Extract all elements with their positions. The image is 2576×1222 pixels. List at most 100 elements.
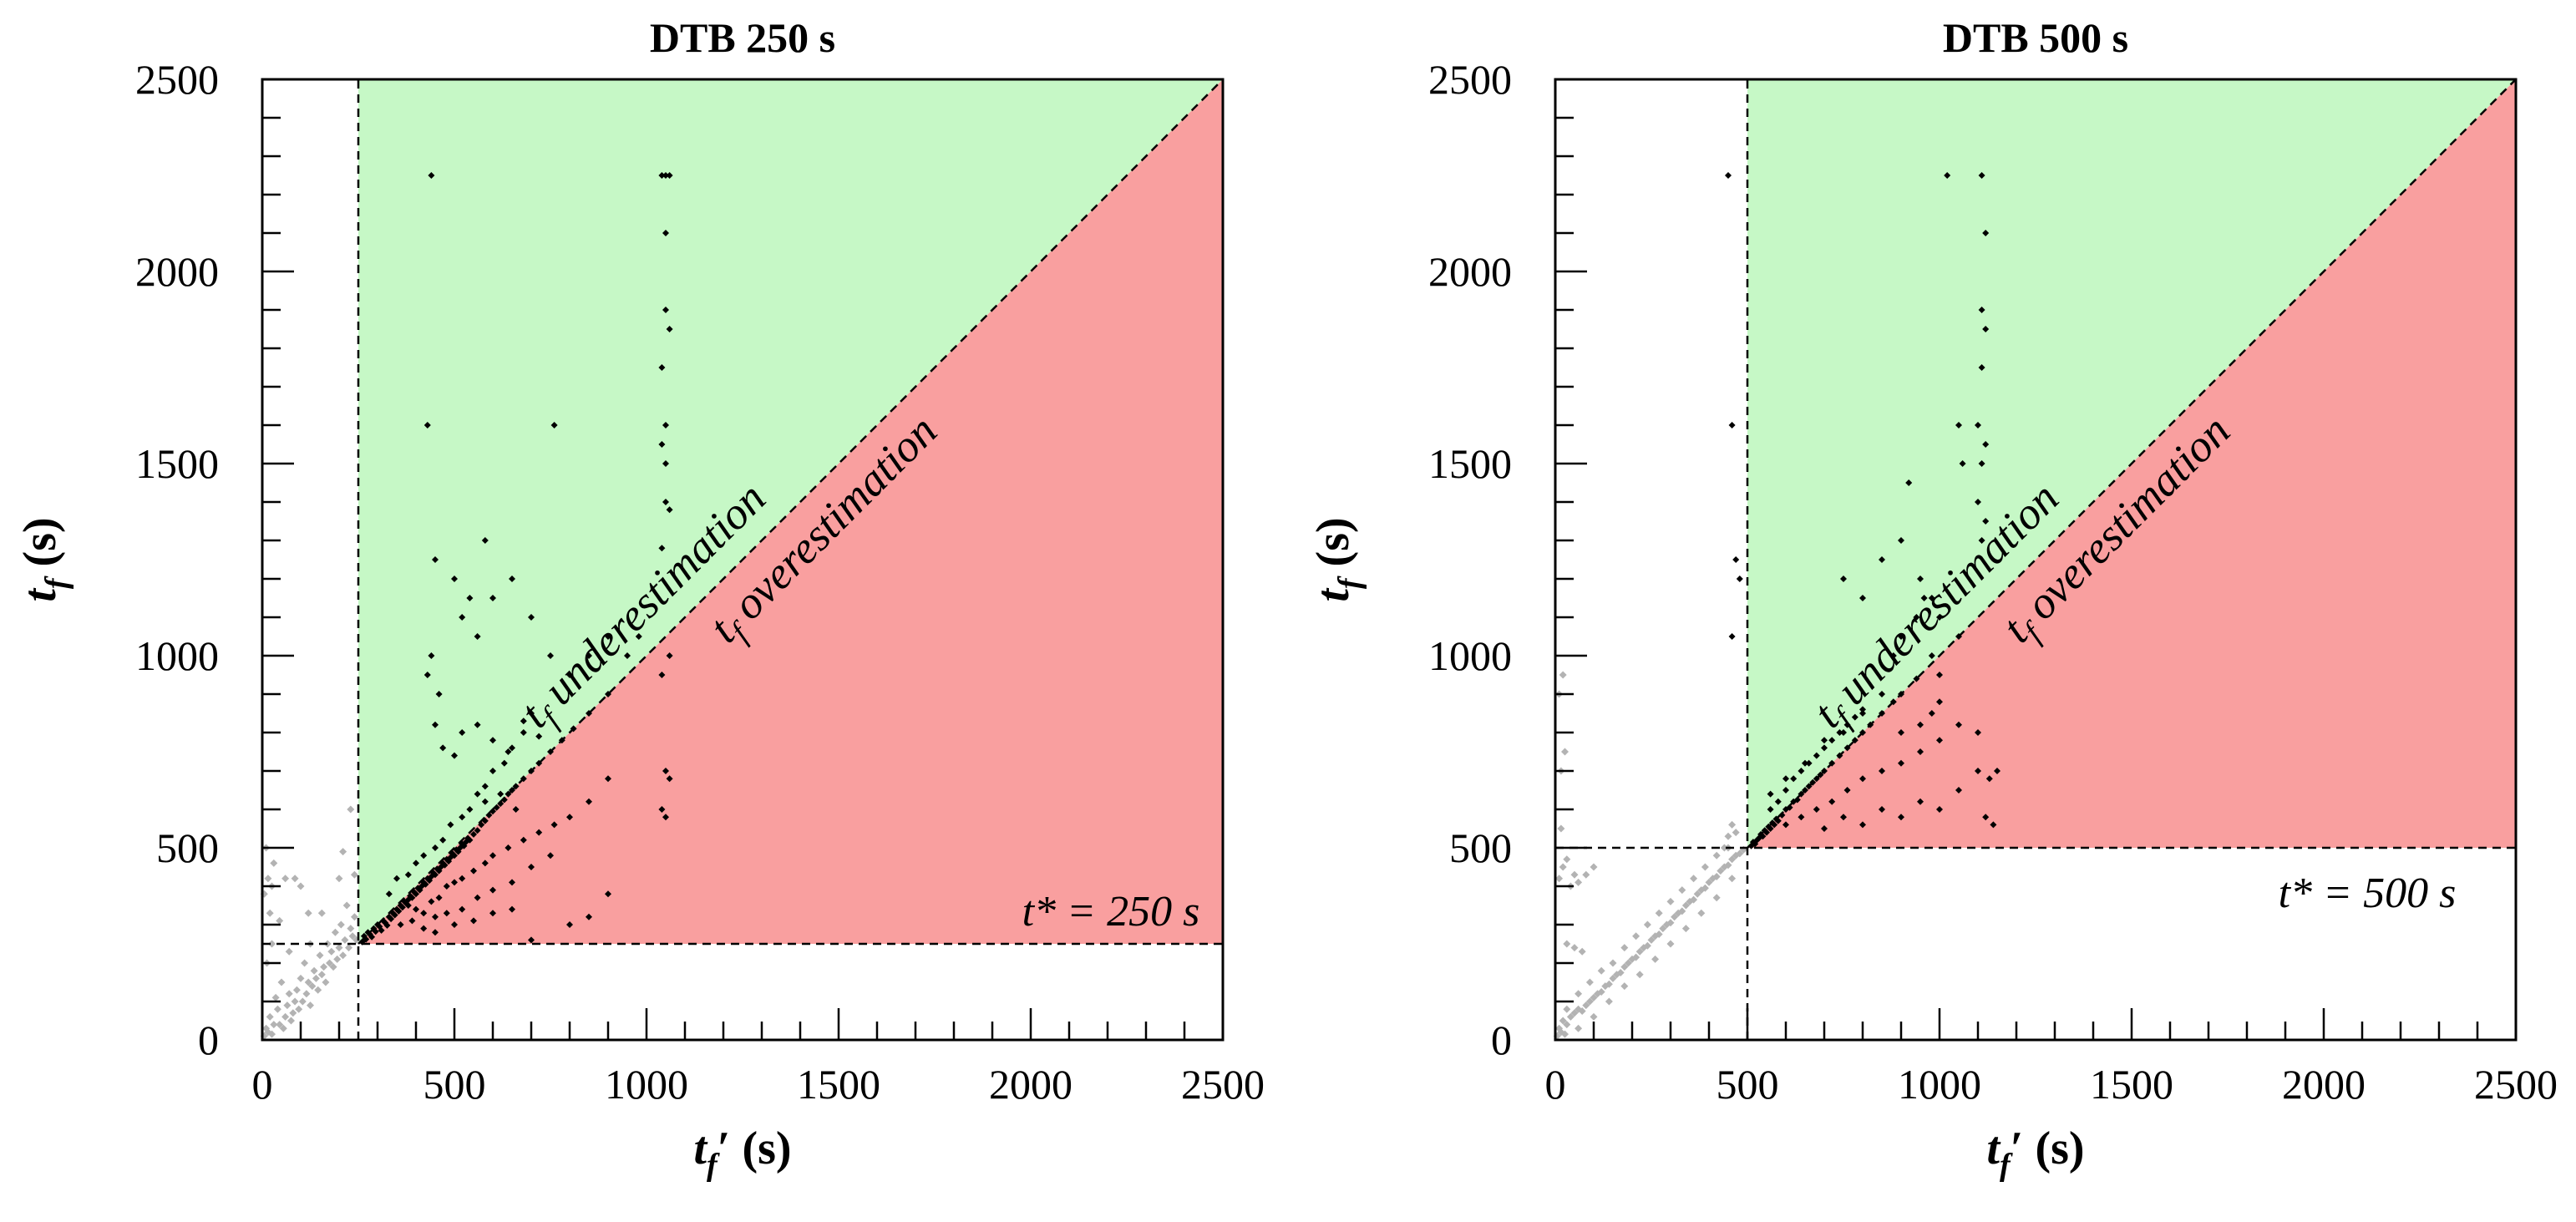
data-point [432, 721, 439, 728]
data-point [363, 936, 370, 943]
data-point [1917, 576, 1924, 582]
data-point [404, 871, 412, 879]
data-point [1975, 729, 1981, 736]
data-point [281, 875, 290, 883]
data-point [605, 775, 611, 783]
data-point [586, 798, 592, 805]
data-point [301, 959, 309, 967]
data-point [1693, 890, 1701, 898]
data-point [459, 875, 466, 882]
data-point [432, 871, 439, 879]
data-point [605, 890, 611, 898]
data-point [520, 717, 527, 725]
data-point [439, 744, 447, 752]
data-point [1559, 1017, 1567, 1025]
data-point [1889, 652, 1897, 659]
data-point [512, 806, 520, 813]
data-point [1840, 729, 1847, 736]
data-point [1566, 1012, 1575, 1021]
data-point [1955, 422, 1962, 428]
data-point [1917, 721, 1924, 728]
data-point [520, 836, 527, 844]
data-point [1782, 787, 1789, 794]
data-point [1712, 894, 1721, 902]
identity-line [1747, 79, 2517, 849]
data-point [1724, 861, 1732, 870]
data-point [1805, 759, 1813, 767]
data-point [666, 775, 673, 783]
data-point [1716, 867, 1725, 875]
chart-title: DTB 250 s [650, 14, 835, 61]
data-point [481, 798, 489, 805]
data-point [1678, 907, 1686, 915]
data-point [1557, 824, 1565, 833]
data-point [493, 804, 500, 811]
data-point [1563, 1005, 1571, 1013]
data-point [1578, 947, 1586, 956]
x-tick-label: 0 [1545, 1061, 1566, 1108]
y-axis-label: tf(s) [1307, 517, 1367, 601]
data-point [489, 886, 496, 894]
data-point [1605, 980, 1613, 988]
data-point [528, 710, 535, 717]
data-point [459, 729, 466, 736]
data-point [1732, 556, 1740, 563]
data-point [307, 1001, 314, 1010]
data-point [451, 576, 458, 582]
data-point [291, 997, 299, 1006]
data-point [658, 545, 666, 552]
data-point [528, 864, 535, 870]
data-point [413, 905, 419, 913]
data-point [1728, 820, 1737, 829]
data-point [441, 861, 449, 869]
y-tick-label: 2500 [135, 56, 219, 103]
data-point [1701, 884, 1709, 892]
x-tick-label: 2000 [2282, 1061, 2366, 1108]
data-point [662, 768, 669, 774]
data-point [509, 576, 515, 582]
data-point [1705, 878, 1713, 886]
data-point [466, 836, 474, 844]
data-point [1590, 993, 1598, 1001]
data-point [320, 963, 328, 971]
threshold-label: t* = 500 s [2279, 870, 2457, 917]
data-point [1659, 925, 1667, 933]
data-point [1643, 941, 1651, 950]
data-point [1975, 768, 1981, 774]
data-point [1597, 966, 1605, 975]
data-point [447, 821, 454, 829]
data-point [1632, 953, 1640, 961]
data-point [658, 672, 666, 678]
data-point [1843, 787, 1851, 794]
data-point [662, 172, 669, 179]
data-point [281, 1012, 290, 1021]
y-tick-label: 2000 [135, 248, 219, 295]
data-point [312, 974, 320, 982]
plot-frame [261, 78, 1225, 1042]
data-point [1681, 925, 1690, 933]
data-point [1681, 901, 1690, 910]
data-point [497, 790, 505, 798]
data-point [1802, 759, 1808, 767]
data-point [308, 982, 317, 991]
data-point [1813, 752, 1820, 759]
data-point [474, 633, 481, 640]
data-point [1666, 940, 1675, 948]
data-point [1879, 806, 1885, 813]
data-point [304, 978, 312, 986]
data-point [1763, 829, 1770, 836]
data-point [435, 691, 443, 697]
data-point [528, 614, 535, 621]
data-point [378, 926, 385, 934]
data-point [1793, 796, 1801, 804]
data-point [1955, 721, 1962, 728]
chart-title: DTB 500 s [1943, 14, 2128, 61]
data-point [1728, 422, 1736, 428]
data-point [1879, 691, 1885, 697]
data-point [474, 827, 481, 834]
data-point [1975, 499, 1981, 505]
tick-marks [262, 116, 1186, 1040]
data-point [1678, 886, 1686, 895]
data-point [1821, 825, 1828, 832]
data-point [1620, 963, 1629, 971]
